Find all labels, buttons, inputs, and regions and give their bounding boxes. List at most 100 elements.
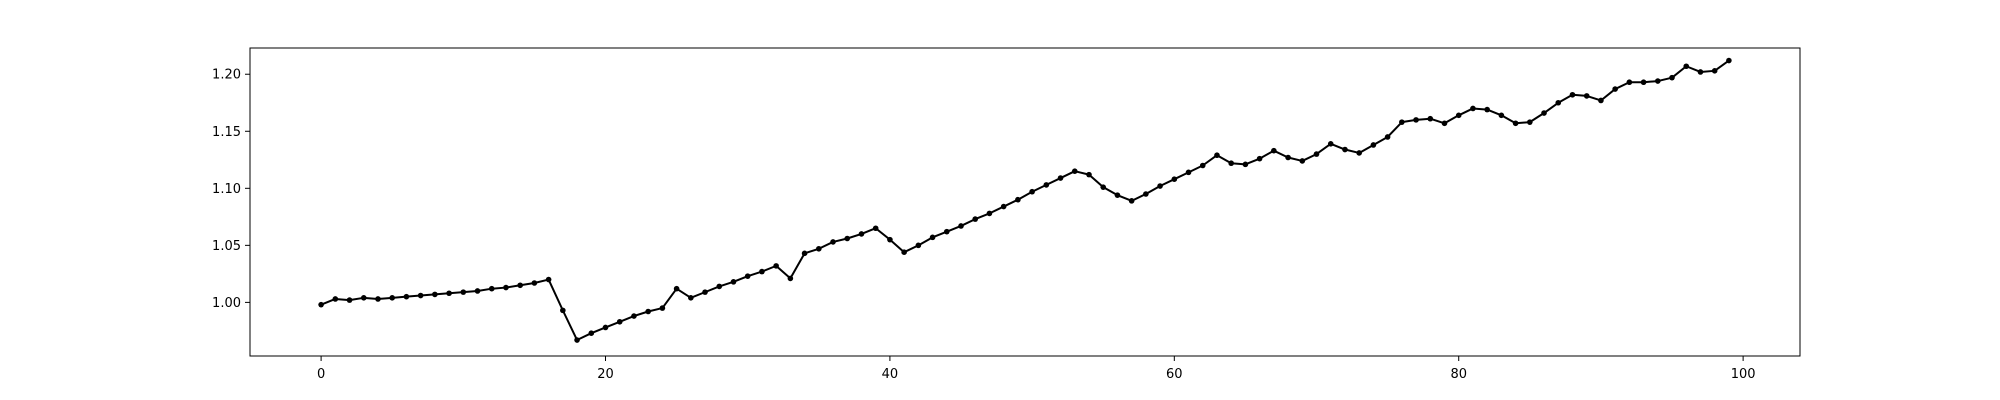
data-point [915,242,922,249]
data-point [730,279,737,285]
data-point [844,235,851,242]
data-point [1114,192,1121,198]
data-point [688,295,694,301]
x-tick-label: 100 [1731,367,1756,382]
data-point [1342,146,1348,153]
data-point [702,289,708,295]
data-point [1128,198,1135,204]
data-point [1029,188,1035,195]
x-tick-label: 20 [597,367,614,382]
data-point [759,268,765,275]
data-point [1086,171,1092,178]
data-point [1015,196,1021,203]
data-point [1484,106,1490,113]
data-point [1697,69,1704,75]
data-point [1185,169,1192,176]
data-point [887,236,893,243]
plot-area: 0 20 40 60 80 100 1.00 1.05 1.10 1.15 1.20 [212,47,1801,382]
data-point [986,210,993,217]
data-point [1214,152,1220,159]
data-point [574,337,580,343]
data-point [488,285,495,292]
data-point [773,263,779,269]
data-point [1427,115,1434,122]
y-axis: 1.00 1.05 1.10 1.15 1.20 [212,68,250,311]
data-point [673,285,680,292]
data-point [631,313,637,319]
data-point [1726,57,1732,64]
data-point [1071,168,1078,174]
data-point [517,282,523,289]
data-point [816,245,822,252]
x-tick-label: 80 [1450,367,1467,382]
data-point [1043,182,1050,188]
data-point [972,216,979,222]
axes-frame [249,47,1801,357]
data-point [1413,117,1419,123]
data-point [1313,151,1320,157]
data-point [1299,158,1306,164]
data-point [1057,175,1064,181]
y-tick-label: 1.05 [212,239,241,254]
data-point [1498,112,1505,119]
data-point [1640,79,1647,86]
data-point [389,295,396,301]
y-tick-label: 1.15 [212,125,241,140]
series-group [318,57,1732,343]
data-point [1626,79,1633,86]
data-point [830,239,836,245]
data-point [1327,141,1334,147]
data-point [360,295,367,301]
data-point [403,293,410,300]
data-point [446,290,452,297]
y-tick-label: 1.00 [212,296,241,311]
data-point [474,288,481,294]
x-tick-label: 40 [882,367,899,382]
data-point [744,273,751,279]
data-point [1455,112,1462,119]
data-point [332,296,339,302]
x-axis: 0 20 40 60 80 100 [317,356,1756,382]
series-line [320,59,1730,342]
data-point [872,225,879,232]
data-point [1541,110,1547,116]
data-point [1569,91,1576,98]
data-point [1199,162,1206,169]
data-point [801,250,808,257]
data-point [346,297,353,303]
data-point [1527,119,1533,125]
data-point [1711,68,1718,74]
data-point [1655,78,1661,84]
data-point [901,249,907,255]
data-point [1384,134,1391,140]
y-tick-label: 1.10 [212,182,241,197]
data-point [1583,93,1590,99]
data-point [1512,120,1519,127]
data-point [545,276,552,283]
data-point [716,283,723,290]
data-point [787,275,794,282]
y-tick-label: 1.20 [212,68,241,83]
data-point [1271,147,1277,154]
data-point [1612,86,1618,92]
data-point [1171,176,1178,182]
data-point [432,291,438,298]
data-point [1100,184,1107,190]
data-point [1143,191,1149,197]
data-point [958,223,964,229]
x-tick-label: 0 [317,367,325,382]
data-point [1470,105,1476,112]
data-point [1370,142,1377,148]
data-point [602,324,609,331]
data-point [1356,150,1362,156]
data-point [318,301,324,308]
data-point [1228,160,1234,167]
data-point [531,280,538,286]
x-tick-label: 60 [1166,367,1183,382]
data-point [1285,154,1291,161]
data-point [1256,155,1263,162]
data-point [929,234,936,241]
data-point [1669,74,1675,81]
